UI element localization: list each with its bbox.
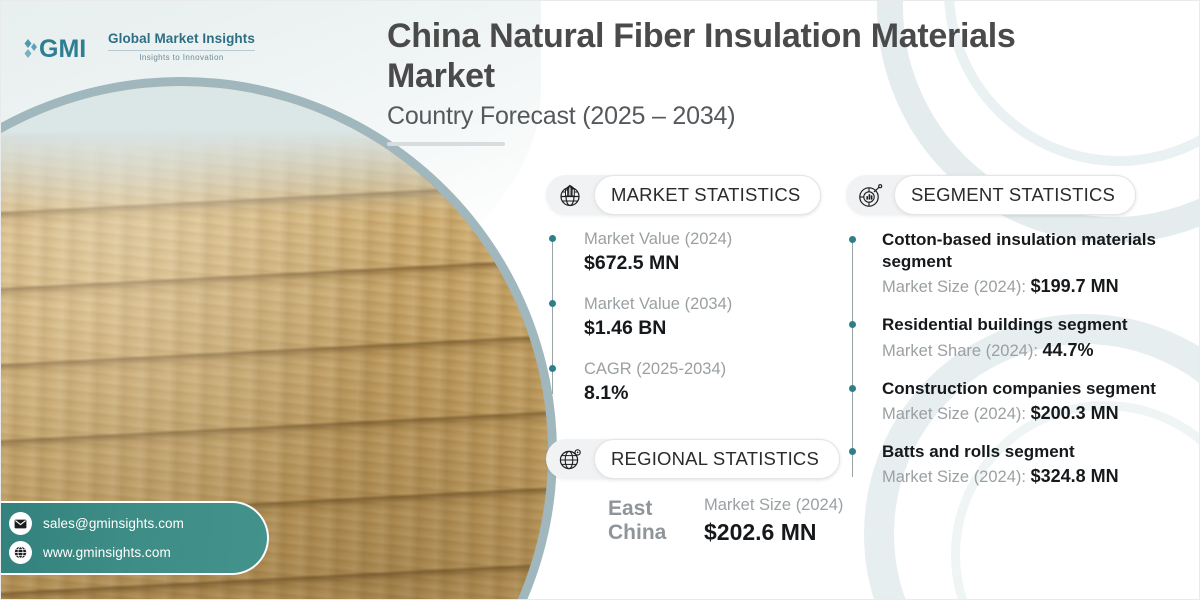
logo-company-name: Global Market Insights xyxy=(108,31,255,47)
list-item: Batts and rolls segment Market Size (202… xyxy=(849,441,1196,488)
region-metric-value: $202.6 MN xyxy=(704,518,817,545)
list-item: CAGR (2025-2034) 8.1% xyxy=(549,359,846,406)
contact-email-row[interactable]: sales@gminsights.com xyxy=(9,512,267,535)
list-item: Market Value (2024) $672.5 MN xyxy=(549,229,846,276)
segment-metric-label: Market Size (2024): xyxy=(882,468,1026,487)
page-subtitle: Country Forecast (2025 – 2034) xyxy=(387,101,736,130)
segment-metric-label: Market Size (2024): xyxy=(882,404,1026,423)
timeline-rail xyxy=(852,239,853,477)
metric-value: $672.5 MN xyxy=(584,251,680,274)
segment-name: Residential buildings segment xyxy=(882,315,1128,335)
pie-chart-target-icon xyxy=(846,175,894,215)
list-item: Market Value (2034) $1.46 BN xyxy=(549,294,846,341)
timeline-dot xyxy=(549,299,556,307)
segment-metric-value: $199.7 MN xyxy=(1030,276,1119,297)
globe-icon xyxy=(9,541,32,564)
gmi-logo-text: Global Market Insights Insights to Innov… xyxy=(108,31,255,62)
contact-website-row[interactable]: www.gminsights.com xyxy=(9,541,267,564)
segment-metric-value: $200.3 MN xyxy=(1030,402,1119,423)
page-title: China Natural Fiber Insulation Materials… xyxy=(387,17,1016,95)
svg-text:GMI: GMI xyxy=(39,35,86,62)
header-block: China Natural Fiber Insulation Materials… xyxy=(387,17,1087,146)
segment-name: Construction companies segment xyxy=(882,378,1156,398)
timeline-dot xyxy=(849,236,856,243)
timeline-dot xyxy=(549,364,556,372)
logo-divider xyxy=(108,49,255,51)
market-statistics-list: Market Value (2024) $672.5 MN Market Val… xyxy=(546,229,846,406)
region-metric-label: Market Size (2024) xyxy=(704,496,844,514)
segment-metric: Market Size (2024): $200.3 MN xyxy=(882,401,1196,425)
segment-metric-label: Market Size (2024): xyxy=(882,278,1026,297)
segment-statistics-panel: SEGMENT STATISTICS Cotton-based insulati… xyxy=(846,175,1196,505)
contact-email: sales@gminsights.com xyxy=(43,516,185,531)
contact-website: www.gminsights.com xyxy=(43,545,171,560)
list-item: Residential buildings segment Market Sha… xyxy=(849,314,1196,362)
metric-value: $1.46 BN xyxy=(584,316,667,339)
region-name: East China xyxy=(608,497,667,544)
segment-metric: Market Share (2024): 44.7% xyxy=(882,338,1196,362)
timeline-dot xyxy=(849,384,856,392)
logo-tagline: Insights to Innovation xyxy=(139,52,224,62)
segment-statistics-header: SEGMENT STATISTICS xyxy=(846,175,1137,215)
globe-pin-icon xyxy=(546,439,594,479)
segment-metric: Market Size (2024): $324.8 MN xyxy=(882,464,1196,488)
metric-label: Market Value (2024) xyxy=(584,230,733,248)
globe-bar-chart-icon xyxy=(546,175,594,215)
timeline-rail xyxy=(552,239,553,394)
market-statistics-title: MARKET STATISTICS xyxy=(594,175,822,215)
regional-statistics-panel: REGIONAL STATISTICS East China Market Si… xyxy=(546,439,876,546)
list-item: Cotton-based insulation materials segmen… xyxy=(849,229,1196,298)
contact-banner: sales@gminsights.com www.gminsights.com xyxy=(1,501,269,575)
hero-photo-top-fade xyxy=(1,86,548,214)
list-item: Construction companies segment Market Si… xyxy=(849,378,1196,425)
region-metric: Market Size (2024) $202.6 MN xyxy=(704,495,843,546)
segment-metric: Market Size (2024): $199.7 MN xyxy=(882,274,1196,298)
timeline-dot xyxy=(849,321,856,329)
metric-value: 8.1% xyxy=(584,381,629,404)
market-statistics-panel: MARKET STATISTICS Market Value (2024) $6… xyxy=(546,175,846,406)
market-statistics-header: MARKET STATISTICS xyxy=(546,175,822,215)
gmi-logo-mark-icon: GMI xyxy=(24,35,86,62)
segment-name: Batts and rolls segment xyxy=(882,442,1075,462)
title-underline xyxy=(387,141,505,146)
segment-metric-value: $324.8 MN xyxy=(1030,466,1119,487)
regional-statistics-header: REGIONAL STATISTICS xyxy=(546,439,841,479)
timeline-dot xyxy=(549,235,556,242)
segment-statistics-title: SEGMENT STATISTICS xyxy=(894,175,1137,215)
segment-metric-value: 44.7% xyxy=(1042,339,1094,360)
segment-name: Cotton-based insulation materials segmen… xyxy=(882,230,1156,272)
envelope-icon xyxy=(9,512,32,535)
regional-statistics-title: REGIONAL STATISTICS xyxy=(594,439,841,479)
segment-statistics-list: Cotton-based insulation materials segmen… xyxy=(846,229,1196,489)
metric-label: Market Value (2034) xyxy=(584,294,733,313)
timeline-dot xyxy=(849,448,856,456)
metric-label: CAGR (2025-2034) xyxy=(584,359,727,378)
segment-metric-label: Market Share (2024): xyxy=(882,341,1038,360)
gmi-logo: GMI Global Market Insights Insights to I… xyxy=(23,31,255,62)
regional-statistics-body: East China Market Size (2024) $202.6 MN xyxy=(546,495,876,546)
